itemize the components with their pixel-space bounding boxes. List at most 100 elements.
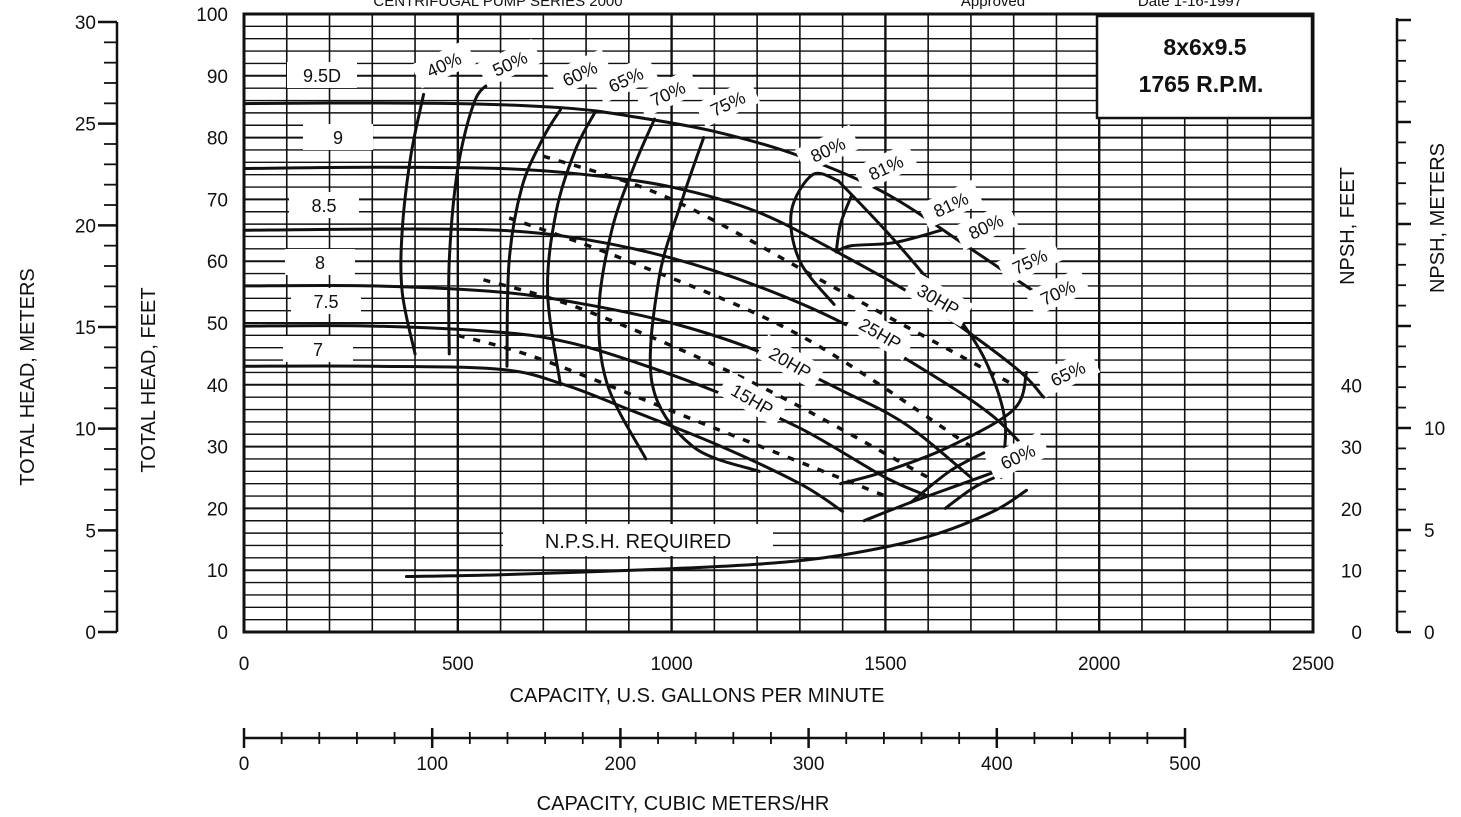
header-series: CENTRIFUGAL PUMP SERIES 2000	[373, 0, 622, 10]
impeller-label-1: 9	[303, 124, 373, 150]
efficiency-curve-60%	[505, 108, 562, 368]
efficiency-label-12-bg	[1024, 267, 1091, 317]
chart-curves	[242, 80, 1058, 579]
efficiency-label-5: 75%	[694, 78, 761, 128]
x2-axis-label: CAPACITY, CUBIC METERS/HR	[537, 793, 830, 815]
efficiency-label-0: 40%	[410, 39, 477, 89]
y-tick-label: 70	[207, 190, 228, 211]
efficiency-label-12: 70%	[1024, 267, 1091, 317]
npsh-required-curve	[404, 488, 1029, 579]
npsh-feet-tick-label: 0	[1351, 623, 1362, 644]
horsepower-label-0: 30HP	[903, 271, 974, 327]
x-tick-label: 0	[239, 654, 250, 675]
horsepower-line-25HP	[508, 216, 972, 449]
y-tick-label: 0	[217, 623, 228, 644]
model-box: 8x6x9.5 1765 R.P.M.	[1095, 14, 1314, 120]
efficiency-label-14-bg	[984, 431, 1051, 481]
efficiency-label-2-bg	[546, 48, 613, 98]
impeller-curve-9.5D	[242, 101, 1058, 306]
x-tick-label: 1500	[864, 654, 906, 675]
x2-tick-label: 500	[1169, 754, 1201, 775]
npsh-feet-tick-label: 40	[1341, 377, 1362, 398]
impeller-label-0-text: 9.5D	[303, 66, 341, 86]
x-tick-label: 2000	[1078, 654, 1120, 675]
impeller-label-3: 8	[285, 249, 355, 275]
y-tick-label: 80	[207, 129, 228, 150]
y-tick-label: 50	[207, 314, 228, 335]
y-meters-axis-label: TOTAL HEAD, METERS	[17, 268, 39, 485]
impeller-label-1-text: 9	[333, 128, 343, 148]
y-meters-tick-label: 25	[75, 115, 96, 136]
efficiency-label-10-bg	[952, 201, 1019, 251]
header-date: Date 1-16-1997	[1138, 0, 1242, 10]
x2-tick-label: 300	[793, 754, 825, 775]
impeller-label-0: 9.5D	[287, 62, 357, 88]
efficiency-curve-65%	[862, 463, 1016, 523]
y-meters-tick-label: 0	[85, 623, 96, 644]
efficiency-label-7-bg	[852, 142, 919, 192]
efficiency-label-13: 65%	[1034, 348, 1101, 398]
impeller-label-4-text: 7.5	[313, 292, 338, 312]
npsh-feet-tick-label: 10	[1341, 561, 1362, 582]
impeller-curve-8.5	[242, 227, 1037, 461]
npsh-feet-axis-label: NPSH, FEET	[1337, 167, 1359, 285]
horsepower-line-20HP	[482, 278, 929, 480]
impeller-label-0-bg	[287, 62, 357, 88]
impeller-label-2: 8.5	[289, 192, 359, 218]
y-tick-label: 60	[207, 252, 228, 273]
y-tick-label: 90	[207, 67, 228, 88]
impeller-label-1-bg	[303, 124, 373, 150]
y-meters-tick-label: 30	[75, 13, 96, 34]
npsh-required-label-text: N.P.S.H. REQUIRED	[545, 531, 731, 553]
efficiency-curve-80%	[789, 171, 840, 306]
npsh-feet-tick-label: 30	[1341, 438, 1362, 459]
axis-ticks: 0 500 1000 1500 2000 250001020304050607080901…	[75, 5, 1445, 775]
npsh-feet-tick-label: 20	[1341, 500, 1362, 521]
impeller-label-5-text: 7	[313, 340, 323, 360]
y-tick-label: 20	[207, 499, 228, 520]
y-meters-tick-label: 20	[75, 216, 96, 237]
x-axis-label: CAPACITY, U.S. GALLONS PER MINUTE	[510, 685, 885, 707]
efficiency-curve-60%	[839, 370, 1029, 486]
x-tick-label: 1000	[650, 654, 692, 675]
impeller-label-3-bg	[285, 249, 355, 275]
horsepower-label-3-bg	[717, 371, 788, 427]
efficiency-curve-70%	[909, 451, 986, 504]
efficiency-label-1-bg	[476, 38, 543, 88]
efficiency-curve-81%	[834, 228, 943, 254]
npsh-required-label: N.P.S.H. REQUIRED	[503, 524, 773, 556]
impeller-curve-7.5	[242, 324, 930, 498]
npsh-required-label-bg	[503, 524, 773, 556]
x-tick-label: 2500	[1292, 654, 1334, 675]
y-tick-label: 10	[207, 561, 228, 582]
efficiency-label-11: 75%	[996, 236, 1063, 286]
efficiency-label-11-bg	[996, 236, 1063, 286]
efficiency-label-0-bg	[410, 39, 477, 89]
efficiency-label-6-bg	[794, 124, 861, 174]
efficiency-curve-75%	[648, 136, 761, 473]
efficiency-label-8-bg	[917, 179, 984, 229]
impeller-label-3-text: 8	[315, 253, 325, 273]
x-tick-label: 500	[442, 654, 474, 675]
impeller-curve-7	[242, 364, 845, 513]
model-speed: 1765 R.P.M.	[1139, 71, 1264, 97]
horsepower-line-15HP	[457, 333, 887, 498]
x2-tick-label: 0	[239, 754, 250, 775]
efficiency-curve-70%	[597, 117, 656, 461]
npsh-meters-tick-label: 10	[1424, 419, 1445, 440]
impeller-curve-8	[242, 283, 973, 479]
horsepower-label-2-bg	[755, 334, 826, 390]
impeller-label-4-bg	[291, 288, 361, 314]
impeller-label-2-bg	[289, 192, 359, 218]
y-meters-tick-label: 15	[75, 318, 96, 339]
efficiency-label-5-bg	[694, 78, 761, 128]
horsepower-line-30HP	[542, 154, 1015, 387]
horsepower-label-3: 15HP	[717, 371, 788, 427]
y-tick-label: 100	[196, 5, 228, 26]
efficiency-label-3-bg	[592, 54, 659, 104]
impeller-label-5: 7	[283, 336, 353, 362]
horsepower-label-2: 20HP	[755, 334, 826, 390]
impeller-label-5-bg	[283, 336, 353, 362]
npsh-meters-tick-label: 5	[1424, 521, 1435, 542]
